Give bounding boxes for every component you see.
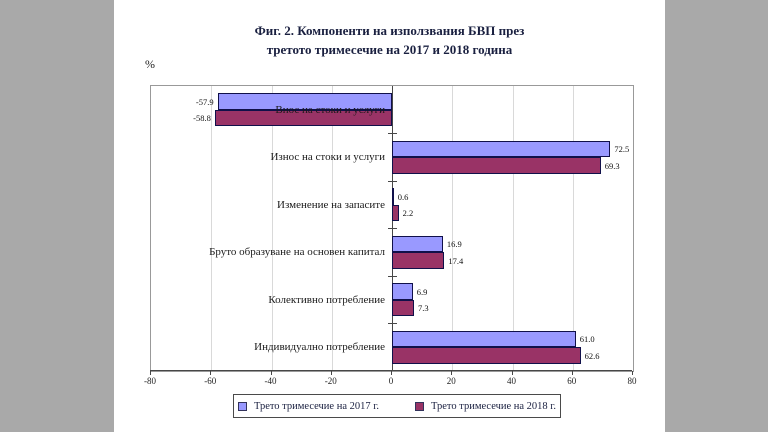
bar-2018: [392, 157, 601, 174]
axis-tick-mark: [571, 371, 573, 375]
legend-item-2018: Трето тримесечие на 2018 г.: [415, 401, 556, 412]
gridline: [572, 86, 574, 371]
legend-label-2017: Трето тримесечие на 2017 г.: [253, 400, 379, 412]
chart-title-line2: третото тримесечие на 2017 и 2018 година: [266, 42, 513, 57]
category-label: Внос на стоки и услуги: [275, 103, 385, 116]
axis-tick-mark: [632, 371, 633, 375]
category-label: Индивидуално потребление: [254, 341, 385, 354]
bar-2018: [392, 204, 399, 222]
axis-tick-label: 80: [627, 376, 637, 386]
bar-2017: [392, 235, 443, 253]
legend-marker-2017: [237, 401, 247, 411]
axis-tick-mark: [391, 371, 392, 375]
bar-2017: [392, 188, 394, 205]
axis-tick-mark: [330, 371, 332, 375]
legend-marker-2018: [415, 401, 424, 411]
category-label: Колективно потребление: [268, 293, 385, 306]
category-axis-tick: [388, 133, 397, 134]
category-axis-tick: [388, 323, 397, 324]
axis-tick-label: -80: [144, 376, 156, 386]
bar-2017: [392, 283, 413, 300]
bar-2018: [392, 347, 581, 364]
legend: Трето тримесечие на 2017 г. Трето тримесе…: [233, 394, 561, 418]
category-axis-tick: [388, 275, 397, 277]
value-label: 72.5: [614, 144, 630, 154]
axis-tick-mark: [150, 371, 151, 375]
gridline: [331, 86, 333, 371]
axis-tick-label: 40: [507, 376, 516, 386]
axis-tick-label: 60: [567, 376, 577, 386]
value-label: 7.3: [417, 303, 429, 313]
bar-2018: [214, 109, 392, 127]
category-label: Изменение на запасите: [277, 198, 385, 211]
bar-2018: [392, 252, 445, 269]
chart-canvas: Фиг. 2. Компоненти на използвания БВП пр…: [114, 0, 665, 432]
category-label: Бруто образуване на основен капитал: [209, 246, 385, 259]
value-label: -58.8: [193, 113, 211, 123]
value-label: 0.6: [397, 191, 409, 202]
gridline: [211, 86, 213, 371]
axis-tick-mark: [270, 371, 272, 375]
x-axis-line: [150, 370, 632, 371]
axis-tick-label: -60: [204, 376, 217, 386]
bar-2018: [392, 299, 414, 317]
gridline: [452, 86, 454, 371]
chart-title: Фиг. 2. Компоненти на използвания БВП пр…: [114, 21, 665, 59]
category-label: Износ на стоки и услуги: [270, 151, 385, 164]
legend-item-2017: Трето тримесечие на 2017 г.: [237, 400, 379, 412]
bar-2017: [217, 93, 392, 110]
category-axis-tick: [388, 228, 397, 229]
value-label: 62.6: [584, 350, 600, 361]
value-label: 17.4: [448, 255, 464, 266]
axis-tick-mark: [210, 371, 212, 375]
axis-tick-mark: [451, 371, 453, 375]
value-label: 6.9: [416, 286, 428, 297]
plot-area: -57.9 -58.8 Внос на стоки и услуги 72.5 69.3…: [150, 85, 634, 372]
axis-unit-label: %: [145, 57, 155, 71]
axis-tick-label: 0: [388, 376, 394, 386]
value-label: 69.3: [604, 160, 620, 171]
value-label: 16.9: [446, 239, 462, 249]
value-label: 61.0: [579, 334, 595, 344]
chart-title-line1: Фиг. 2. Компоненти на използвания БВП пр…: [254, 23, 525, 38]
category-axis-tick: [388, 180, 397, 182]
gridline: [271, 86, 273, 371]
axis-tick-label: 20: [446, 376, 456, 386]
x-axis: -80 -60 -40 -20 0 20 40 60 80: [144, 370, 637, 392]
axis-tick-mark: [511, 371, 513, 375]
bar-2017: [392, 140, 611, 158]
legend-label-2018: Трето тримесечие на 2018 г.: [431, 400, 557, 412]
gridline: [512, 86, 514, 371]
value-label: 2.2: [402, 208, 414, 218]
axis-tick-label: -20: [324, 376, 337, 386]
bar-2017: [392, 330, 576, 348]
value-label: -57.9: [195, 96, 214, 107]
axis-tick-label: -40: [264, 376, 277, 386]
